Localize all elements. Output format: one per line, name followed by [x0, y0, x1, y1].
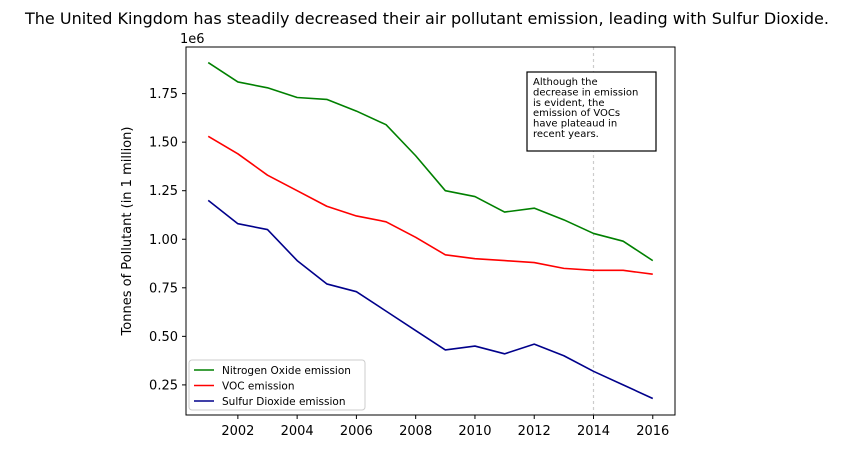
y-tick-label: 1.25 — [149, 184, 178, 199]
annotation-box — [526, 71, 657, 152]
legend: Nitrogen Oxide emission VOC emission Sulfu… — [188, 359, 366, 411]
y-tick-label: 1.50 — [149, 136, 178, 151]
annotation-line: Although the — [533, 77, 598, 88]
legend-box — [188, 359, 366, 411]
annotation-line: have plateaud in — [533, 119, 617, 130]
series-line-2 — [207, 135, 653, 276]
x-tick-label: 2010 — [458, 424, 491, 439]
x-tick-label: 2002 — [221, 424, 254, 439]
x-tick-label: 2008 — [399, 424, 432, 439]
series-line-1 — [207, 61, 654, 262]
x-tick-label: 2006 — [340, 424, 373, 439]
y-axis-label: Tonnes of Pollutant (in 1 million) — [120, 127, 135, 337]
annotation-line: recent years. — [533, 129, 599, 140]
y-tick-label: 0.25 — [149, 378, 178, 393]
chart-title: The United Kingdom has steadily decrease… — [24, 9, 829, 28]
y-tick-label: 1.75 — [149, 87, 178, 102]
legend-label: Sulfur Dioxide emission — [222, 396, 345, 408]
x-tick-label: 2014 — [577, 424, 610, 439]
y-tick-label: 0.50 — [149, 330, 178, 345]
y-tick-label: 0.75 — [149, 281, 178, 296]
annotation-line: emission of VOCs — [533, 108, 620, 119]
y-offset-label: 1e6 — [180, 32, 205, 47]
x-tick-label: 2016 — [636, 424, 669, 439]
legend-label: VOC emission — [222, 381, 294, 393]
x-tick-label: 2004 — [281, 424, 314, 439]
annotation-line: is evident, the — [533, 98, 605, 109]
plot-frame — [185, 46, 676, 416]
annotation-line: decrease in emission — [533, 87, 638, 98]
x-tick-label: 2012 — [518, 424, 551, 439]
series-line-3 — [207, 199, 654, 400]
y-tick-label: 1.00 — [149, 233, 178, 248]
legend-label: Nitrogen Oxide emission — [222, 365, 351, 377]
